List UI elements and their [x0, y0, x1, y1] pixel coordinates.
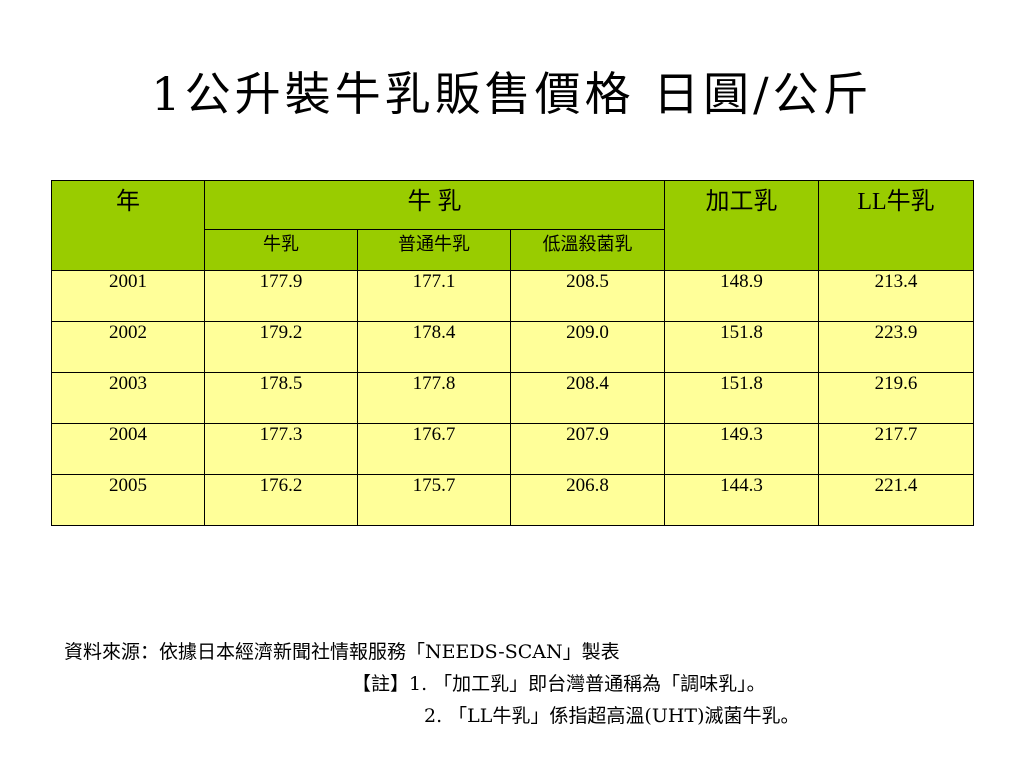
ll-milk-cell: 213.4	[818, 270, 975, 322]
table-row: 2003 178.5 177.8 208.4 151.8 219.6	[51, 372, 975, 424]
table-subheader-row: 牛乳 普通牛乳 低溫殺菌乳	[52, 229, 974, 271]
subheader-low-temp-milk: 低溫殺菌乳	[509, 229, 666, 271]
year-cell: 2004	[51, 423, 205, 475]
milk-cell: 179.2	[204, 321, 358, 373]
year-cell: 2005	[51, 474, 205, 526]
source-note: 資料來源：依據日本經濟新聞社情報服務「NEEDS-SCAN」製表	[64, 641, 620, 663]
year-cell: 2001	[51, 270, 205, 322]
low-temp-milk-cell: 207.9	[509, 423, 666, 475]
ll-milk-cell: 219.6	[818, 372, 975, 424]
table-header-row: 年 牛 乳 加工乳 LL牛乳	[51, 180, 975, 271]
year-cell: 2003	[51, 372, 205, 424]
year-cell: 2002	[51, 321, 205, 373]
processed-milk-cell: 151.8	[664, 372, 820, 424]
price-table: 年 牛 乳 加工乳 LL牛乳 牛乳 普通牛乳 低溫殺菌乳 2001 177.9 17…	[51, 180, 975, 526]
table-row: 2005 176.2 175.7 206.8 144.3 221.4	[51, 474, 975, 526]
low-temp-milk-cell: 208.5	[509, 270, 666, 322]
regular-milk-cell: 177.8	[357, 372, 511, 424]
milk-cell: 176.2	[204, 474, 358, 526]
processed-milk-cell: 149.3	[664, 423, 820, 475]
header-milk-group: 牛 乳	[203, 180, 666, 230]
slide-title: 1公升裝牛乳販售價格 日圓/公斤	[151, 67, 873, 121]
low-temp-milk-cell: 209.0	[509, 321, 666, 373]
footnote-1: 【註】1. 「加工乳」即台灣普通稱為「調味乳」。	[352, 673, 766, 695]
milk-cell: 177.9	[204, 270, 358, 322]
regular-milk-cell: 175.7	[357, 474, 511, 526]
regular-milk-cell: 177.1	[357, 270, 511, 322]
header-year: 年	[51, 180, 205, 271]
header-ll-milk: LL牛乳	[818, 180, 975, 271]
processed-milk-cell: 148.9	[664, 270, 820, 322]
processed-milk-cell: 151.8	[664, 321, 820, 373]
table-body: 2001 177.9 177.1 208.5 148.9 213.4 2002 179.2 17…	[51, 270, 975, 526]
table-row: 2004 177.3 176.7 207.9 149.3 217.7	[51, 423, 975, 475]
regular-milk-cell: 178.4	[357, 321, 511, 373]
subheader-regular-milk: 普通牛乳	[357, 229, 511, 271]
milk-cell: 177.3	[204, 423, 358, 475]
ll-milk-cell: 223.9	[818, 321, 975, 373]
table-row: 2002 179.2 178.4 209.0 151.8 223.9	[51, 321, 975, 373]
regular-milk-cell: 176.7	[357, 423, 511, 475]
milk-cell: 178.5	[204, 372, 358, 424]
ll-milk-cell: 217.7	[818, 423, 975, 475]
ll-milk-cell: 221.4	[818, 474, 975, 526]
low-temp-milk-cell: 208.4	[509, 372, 666, 424]
subheader-milk: 牛乳	[204, 229, 358, 271]
header-processed-milk: 加工乳	[664, 180, 820, 271]
table-row: 2001 177.9 177.1 208.5 148.9 213.4	[51, 270, 975, 322]
footnote-2: 2. 「LL牛乳」係指超高溫(UHT)滅菌牛乳。	[424, 705, 800, 727]
low-temp-milk-cell: 206.8	[509, 474, 666, 526]
processed-milk-cell: 144.3	[664, 474, 820, 526]
